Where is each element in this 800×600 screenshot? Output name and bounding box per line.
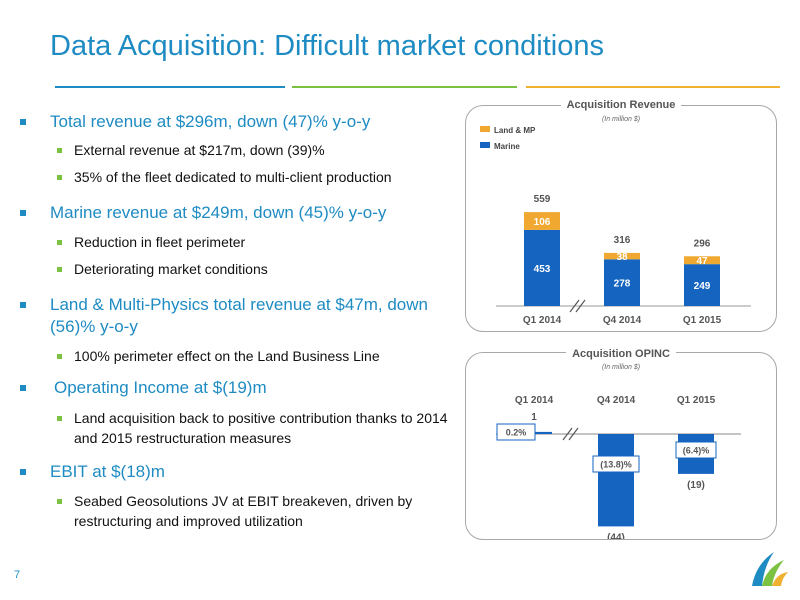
margin-box [592, 455, 640, 473]
total-label: 316 [614, 235, 631, 246]
title-rule-green [292, 86, 517, 88]
data-label-opinc: 1 [531, 412, 537, 423]
opinc-chart-subtitle: (In million $) [601, 364, 641, 371]
data-label-marine: 453 [534, 264, 551, 275]
category-label: Q1 2015 [677, 395, 716, 406]
bullet-operating-income: Operating Income at $(19)m [54, 378, 267, 397]
company-logo [752, 552, 788, 586]
data-label-land: 106 [534, 217, 551, 228]
legend-swatch-marine [480, 142, 490, 148]
data-label-opinc: (19) [687, 480, 705, 491]
bar-marine [524, 229, 560, 306]
bullet-ebit: EBIT at $(18)m [50, 462, 165, 481]
category-label: Q4 2014 [597, 395, 636, 406]
bar-marine [684, 264, 720, 306]
bar-land-mp [684, 256, 720, 265]
category-label: Q1 2014 [523, 315, 562, 326]
sub-bullet: 35% of the fleet dedicated to multi-clie… [74, 169, 392, 185]
data-label-land: 38 [616, 252, 628, 263]
opinc-chart: Q1 2014 1 Q4 2014 (44) Q1 2015 (19) 0.2% (13.8)… [496, 395, 741, 539]
sub-bullet-marker [57, 148, 62, 153]
sub-bullet: Reduction in fleet perimeter [74, 234, 246, 250]
opinc-chart-panel: Acquisition OPINC (In million $) Q1 2014… [465, 348, 777, 540]
margin-box [496, 423, 536, 441]
bar-land-mp [524, 212, 560, 230]
sub-bullet-marker [57, 240, 62, 245]
axis-break-mark [562, 427, 573, 441]
sub-bullet-marker [57, 416, 62, 421]
sub-bullet-marker [57, 267, 62, 272]
bullet-land-revenue: Land & Multi-Physics total revenue at $4… [50, 295, 428, 336]
revenue-chart-panel: Acquisition Revenue (In million $) Land … [465, 99, 777, 332]
bullet-marker [20, 469, 26, 475]
data-label-marine: 249 [694, 281, 711, 292]
bullet-marker [20, 302, 26, 308]
page-number: 7 [14, 569, 21, 581]
data-label-marine: 278 [614, 279, 631, 290]
total-label: 296 [694, 238, 711, 249]
sub-bullet-marker [57, 354, 62, 359]
bar-marine [604, 259, 640, 306]
bullet-marker [20, 385, 26, 391]
legend-label-marine: Marine [494, 142, 520, 151]
margin-label: (6.4)% [683, 446, 710, 456]
revenue-chart-title: Acquisition Revenue [466, 99, 776, 111]
revenue-chart-subtitle: (In million $) [601, 116, 641, 123]
legend-label-land: Land & MP [494, 126, 536, 135]
sub-bullet-marker [57, 175, 62, 180]
margin-box [675, 441, 717, 459]
category-label: Q1 2015 [683, 315, 722, 326]
opinc-chart-title: Acquisition OPINC [466, 348, 776, 360]
bullet-marker [20, 119, 26, 125]
total-label: 559 [534, 194, 551, 205]
sub-bullet: Land acquisition back to positive contri… [74, 410, 448, 446]
sub-bullet: Deteriorating market conditions [74, 261, 268, 277]
sub-bullet: Seabed Geosolutions JV at EBIT breakeven… [74, 493, 413, 529]
bar-opinc [598, 434, 634, 527]
sub-bullet: 100% perimeter effect on the Land Busine… [74, 348, 380, 364]
sub-bullet: External revenue at $217m, down (39)% [74, 142, 325, 158]
legend-swatch-land [480, 126, 490, 132]
title-rule-blue [55, 86, 285, 88]
axis-break-mark [575, 299, 586, 313]
sub-bullet-marker [57, 499, 62, 504]
margin-label: 0.2% [506, 428, 527, 438]
margin-label: (13.8)% [600, 460, 632, 470]
slide-title: Data Acquisition: Difficult market condi… [50, 30, 604, 62]
bar-land-mp [604, 252, 640, 260]
bullet-total-revenue: Total revenue at $296m, down (47)% y-o-y [50, 112, 371, 131]
data-label-land: 47 [696, 256, 708, 267]
category-label: Q1 2014 [515, 395, 554, 406]
bullet-marine-revenue: Marine revenue at $249m, down (45)% y-o-… [50, 203, 387, 222]
axis-break-mark [568, 427, 579, 441]
category-label: Q4 2014 [603, 315, 642, 326]
bullet-marker [20, 210, 26, 216]
axis-break-mark [569, 299, 580, 313]
revenue-chart: Land & MP Marine 453 106 559 Q1 2014 278 38 316 Q… [480, 126, 751, 326]
title-rule-orange [526, 86, 780, 88]
data-label-opinc: (44) [607, 532, 625, 539]
